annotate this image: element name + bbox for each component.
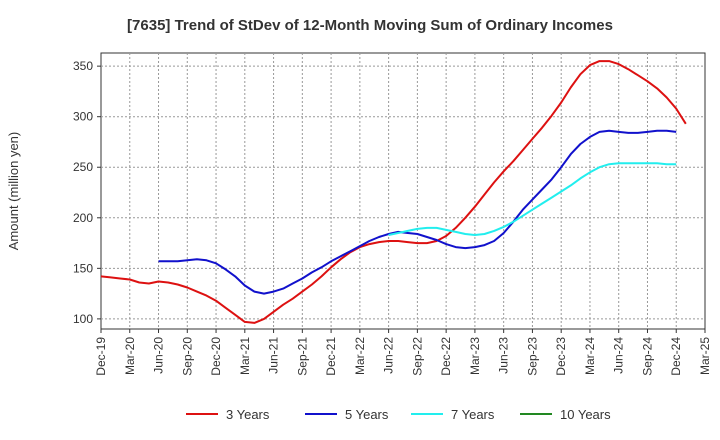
- x-tick-label: Jun-23: [497, 337, 511, 374]
- x-axis: Dec-19 Mar-20 Jun-20 Sep-20 Dec-20 Mar-21 Jun-…: [94, 329, 712, 376]
- x-tick-label: Dec-20: [209, 337, 223, 376]
- x-tick-label: Sep-20: [180, 337, 194, 376]
- y-tick-label: 300: [73, 110, 93, 124]
- x-tick-label: Dec-21: [324, 337, 338, 376]
- chart-title: [7635] Trend of StDev of 12-Month Moving…: [127, 17, 613, 34]
- y-tick-label: 150: [73, 261, 93, 275]
- x-tick-label: Mar-21: [238, 337, 252, 375]
- x-tick-label: Dec-23: [554, 337, 568, 376]
- x-tick-label: Jun-20: [152, 337, 166, 374]
- x-tick-label: Mar-25: [698, 337, 712, 375]
- x-tick-label: Mar-24: [583, 337, 597, 375]
- x-tick-label: Sep-23: [525, 337, 539, 376]
- x-tick-label: Jun-24: [612, 337, 626, 374]
- legend-label-7-years: 7 Years: [451, 407, 495, 422]
- plot-area: [100, 52, 706, 330]
- series-line-5-years: [158, 129, 677, 295]
- legend-label-5-years: 5 Years: [345, 407, 389, 422]
- x-tick-label: Dec-22: [439, 337, 453, 376]
- grid: [101, 53, 705, 329]
- y-axis: 100 150 200 250 300 350: [73, 59, 101, 326]
- y-tick-label: 250: [73, 160, 93, 174]
- x-tick-label: Jun-21: [267, 337, 281, 374]
- series-lines: [100, 60, 687, 324]
- legend-label-3-years: 3 Years: [226, 407, 270, 422]
- x-tick-label: Dec-19: [94, 337, 108, 376]
- x-tick-label: Jun-22: [382, 337, 396, 374]
- legend: 3 Years 5 Years 7 Years 10 Years: [186, 407, 611, 422]
- y-tick-label: 200: [73, 211, 93, 225]
- series-line-3-years: [100, 60, 687, 324]
- x-tick-label: Mar-20: [123, 337, 137, 375]
- series-line-7-years: [388, 162, 677, 236]
- y-tick-label: 100: [73, 312, 93, 326]
- y-tick-label: 350: [73, 59, 93, 73]
- x-tick-label: Sep-21: [295, 337, 309, 376]
- x-tick-label: Sep-22: [410, 337, 424, 376]
- x-tick-label: Mar-23: [468, 337, 482, 375]
- legend-label-10-years: 10 Years: [560, 407, 611, 422]
- y-axis-label: Amount (million yen): [6, 132, 21, 251]
- x-tick-label: Dec-24: [669, 337, 683, 376]
- x-tick-label: Sep-24: [640, 337, 654, 376]
- x-tick-label: Mar-22: [353, 337, 367, 375]
